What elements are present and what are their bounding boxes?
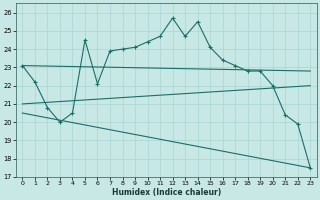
X-axis label: Humidex (Indice chaleur): Humidex (Indice chaleur) — [112, 188, 221, 197]
